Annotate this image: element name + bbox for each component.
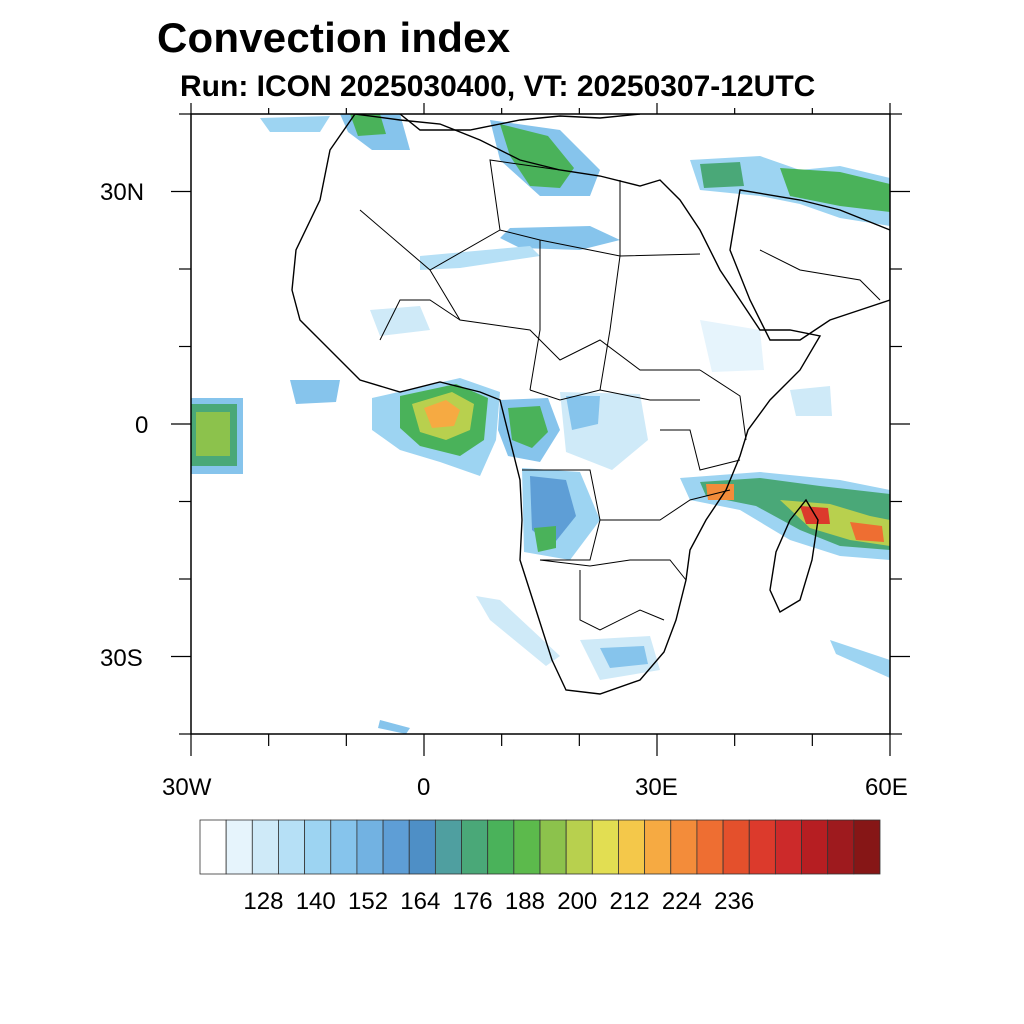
convection-cell (476, 596, 560, 666)
convection-cell (780, 168, 890, 212)
convection-cell (534, 526, 556, 552)
plot-title: Convection index (157, 14, 511, 61)
colorbar-label: 212 (609, 888, 650, 915)
convection-cell (350, 114, 386, 136)
convection-cell (424, 400, 460, 428)
lat-label-30n: 30N (100, 179, 145, 206)
convection-cell (378, 720, 410, 734)
lon-label-30w: 30W (162, 774, 212, 801)
country-border (599, 180, 621, 391)
country-border (600, 489, 731, 521)
colorbar-label: 128 (243, 888, 284, 915)
convection-cell (790, 386, 832, 416)
convection-cell (196, 412, 230, 456)
convection-cell (850, 522, 884, 542)
colorbar-label: 236 (714, 888, 755, 915)
colorbar-label: 224 (661, 888, 702, 915)
arabia-coastline (729, 189, 890, 341)
convection-cell (260, 116, 330, 132)
axis-ticks (171, 103, 910, 756)
plot-subtitle: Run: ICON 2025030400, VT: 20250307-12UTC (180, 70, 816, 103)
colorbar-label: 176 (452, 888, 493, 915)
convection-cell (600, 646, 648, 668)
europe-coastline (399, 114, 641, 131)
colorbar-label: 140 (295, 888, 336, 915)
convection-cell (290, 380, 340, 404)
convection-cell (420, 246, 540, 270)
lat-label-0: 0 (135, 412, 149, 439)
country-border (489, 159, 561, 231)
convection-field-layer (191, 114, 890, 734)
convection-cell (508, 406, 548, 448)
colorbar-label: 164 (400, 888, 441, 915)
country-border (529, 389, 700, 401)
country-border (699, 369, 747, 441)
lat-label-30s: 30S (100, 645, 143, 672)
border-layer (359, 159, 881, 631)
country-border (359, 209, 701, 271)
madagascar-coastline (769, 498, 819, 614)
convection-cell (830, 640, 890, 678)
country-border (379, 299, 461, 341)
country-border (759, 249, 881, 301)
colorbar-label: 200 (557, 888, 598, 915)
lon-label-60e: 60E (865, 774, 908, 801)
convection-cell (370, 306, 430, 336)
convection-cell (500, 226, 620, 250)
colorbar-label: 152 (348, 888, 389, 915)
country-border (539, 559, 687, 581)
colorbar-label: 188 (504, 888, 545, 915)
lon-label-30e: 30E (635, 774, 678, 801)
convection-cell (700, 162, 744, 188)
country-border (579, 570, 665, 631)
convection-cell (500, 124, 574, 188)
country-border (529, 240, 541, 391)
country-border (660, 429, 741, 471)
convection-cell (700, 320, 764, 372)
convection-cell (566, 396, 600, 430)
lon-label-0: 0 (417, 774, 431, 801)
